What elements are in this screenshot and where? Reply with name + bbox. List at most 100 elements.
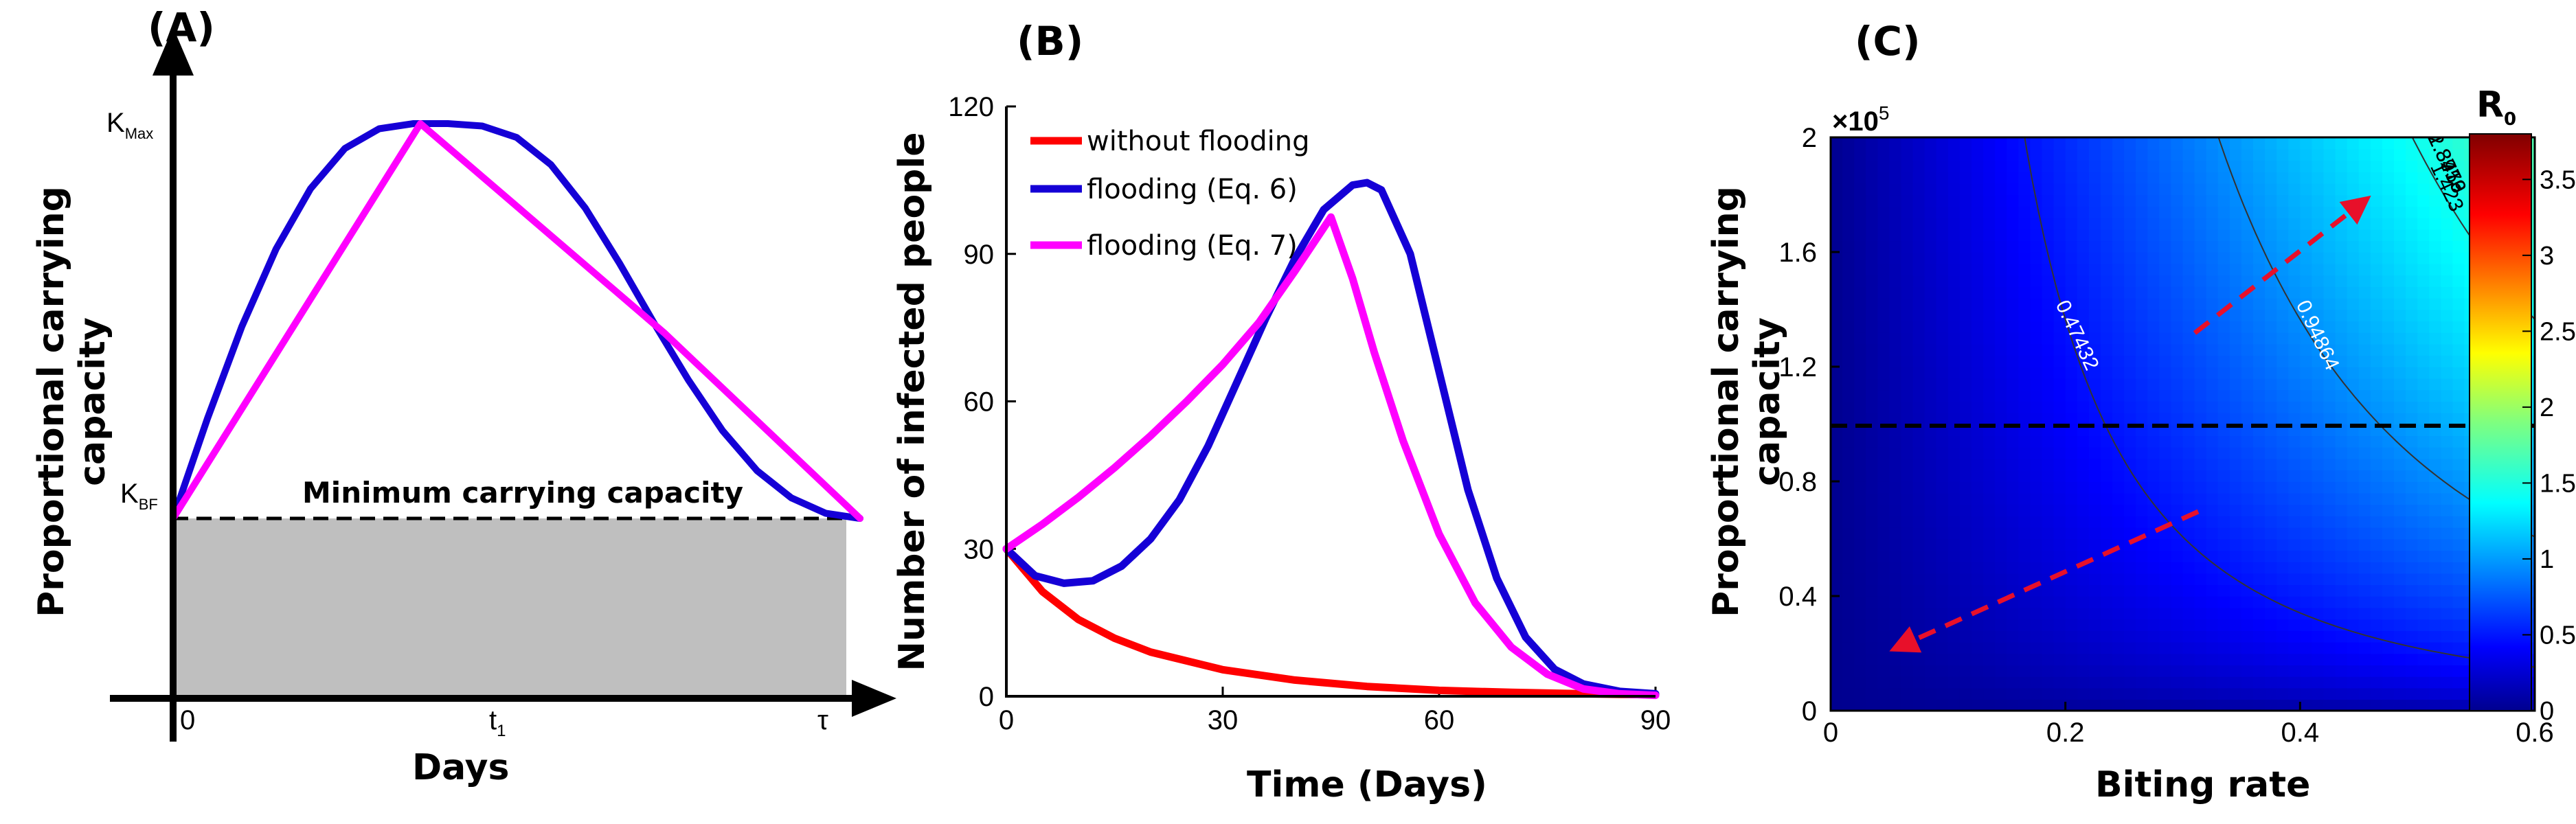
heatmap-cell: [2018, 504, 2031, 516]
heatmap-cell: [2217, 584, 2230, 597]
heatmap-cell: [2276, 699, 2290, 711]
heatmap-cell: [1947, 389, 1961, 402]
heatmap-cell: [2276, 137, 2290, 150]
heatmap-cell: [1995, 183, 2008, 196]
heatmap-cell: [2171, 137, 2184, 150]
heatmap-cell: [2382, 516, 2395, 528]
heatmap-cell: [1866, 412, 1879, 425]
heatmap-cell: [2429, 676, 2442, 689]
heatmap-cell: [2441, 343, 2454, 356]
heatmap-cell: [2136, 492, 2149, 505]
heatmap-cell: [1912, 183, 1925, 196]
heatmap-cell: [2077, 412, 2090, 425]
heatmap-cell: [2347, 665, 2360, 677]
heatmap-cell: [2229, 492, 2242, 505]
heatmap-cell: [1924, 137, 1937, 150]
heatmap-cell: [1877, 550, 1890, 562]
heatmap-cell: [1959, 458, 1972, 471]
heatmap-cell: [2030, 676, 2043, 689]
heatmap-cell: [2007, 229, 2020, 242]
heatmap-cell: [1924, 619, 1937, 631]
heatmap-cell: [2417, 367, 2430, 379]
heatmap-cell: [2194, 309, 2207, 321]
heatmap-cell: [2124, 596, 2136, 608]
heatmap-cell: [2241, 470, 2254, 482]
heatmap-cell: [2347, 217, 2360, 230]
heatmap-cell: [2253, 309, 2266, 321]
heatmap-cell: [2288, 435, 2301, 448]
heatmap-cell: [2018, 367, 2031, 379]
heatmap-cell: [2206, 492, 2219, 505]
heatmap-cell: [2229, 252, 2242, 264]
heatmap-cell: [2136, 297, 2149, 310]
heatmap-cell: [1983, 183, 1996, 196]
heatmap-cell: [1924, 504, 1937, 516]
heatmap-cell: [1995, 160, 2008, 172]
heatmap-cell: [1983, 240, 1996, 253]
heatmap-cell: [2042, 619, 2055, 631]
heatmap-cell: [2007, 619, 2020, 631]
heatmap-cell: [2229, 297, 2242, 310]
heatmap-cell: [1936, 389, 1949, 402]
heatmap-cell: [2030, 206, 2043, 218]
heatmap-cell: [1889, 446, 1902, 459]
heatmap-cell: [2100, 607, 2113, 620]
heatmap-cell: [2217, 446, 2230, 459]
heatmap-cell: [1995, 217, 2008, 230]
heatmap-cell: [1889, 343, 1902, 356]
heatmap-cell: [2358, 665, 2371, 677]
heatmap-cell: [2382, 286, 2395, 299]
heatmap-cell: [2124, 607, 2136, 620]
heatmap-cell: [1983, 607, 1996, 620]
heatmap-cell: [2042, 641, 2055, 654]
heatmap-cell: [2042, 561, 2055, 574]
heatmap-cell: [2088, 343, 2101, 356]
heatmap-cell: [1854, 584, 1867, 597]
heatmap-cell: [2441, 699, 2454, 711]
heatmap-cell: [2335, 619, 2348, 631]
heatmap-cell: [2171, 321, 2184, 333]
heatmap-cell: [2206, 435, 2219, 448]
heatmap-cell: [1889, 607, 1902, 620]
heatmap-cell: [2323, 148, 2336, 161]
heatmap-cell: [2112, 630, 2125, 643]
heatmap-cell: [2288, 573, 2301, 586]
heatmap-cell: [2452, 630, 2465, 643]
heatmap-cell: [2323, 619, 2336, 631]
heatmap-cell: [2136, 516, 2149, 528]
heatmap-cell: [2088, 699, 2101, 711]
heatmap-cell: [1983, 630, 1996, 643]
heatmap-cell: [2088, 527, 2101, 540]
heatmap-cell: [1912, 367, 1925, 379]
heatmap-cell: [1854, 206, 1867, 218]
heatmap-cell: [2042, 699, 2055, 711]
heatmap-cell: [2441, 653, 2454, 665]
heatmap-cell: [1831, 504, 1843, 516]
heatmap-cell: [1971, 217, 1984, 230]
heatmap-cell: [2417, 194, 2430, 207]
heatmap-cell: [2394, 550, 2406, 562]
heatmap-cell: [2335, 321, 2348, 333]
heatmap-cell: [2253, 367, 2266, 379]
heatmap-cell: [1842, 297, 1855, 310]
heatmap-cell: [2288, 665, 2301, 677]
heatmap-cell: [2042, 538, 2055, 551]
heatmap-cell: [2312, 699, 2325, 711]
heatmap-cell: [2441, 229, 2454, 242]
heatmap-cell: [2112, 343, 2125, 356]
heatmap-cell: [2335, 492, 2348, 505]
heatmap-cell: [2030, 148, 2043, 161]
heatmap-cell: [2253, 504, 2266, 516]
heatmap-cell: [1995, 355, 2008, 367]
heatmap-cell: [2265, 160, 2277, 172]
heatmap-cell: [2370, 378, 2383, 391]
heatmap-cell: [2030, 687, 2043, 700]
heatmap-cell: [2182, 194, 2195, 207]
heatmap-cell: [2077, 516, 2090, 528]
heatmap-cell: [2441, 183, 2454, 196]
heatmap-cell: [2253, 229, 2266, 242]
heatmap-cell: [1842, 538, 1855, 551]
heatmap-cell: [2077, 148, 2090, 161]
heatmap-cell: [2406, 206, 2418, 218]
heatmap-cell: [2347, 630, 2360, 643]
